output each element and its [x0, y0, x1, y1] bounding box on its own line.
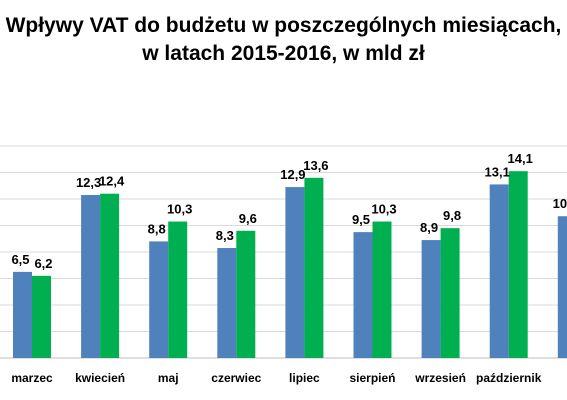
category-label-czerwiec: czerwiec — [211, 371, 261, 385]
bar-marzec-series-1 — [13, 271, 32, 358]
bar-lipiec-series-2 — [304, 177, 324, 358]
value-label-maj-series-1: 8,8 — [148, 221, 166, 236]
value-labels: 6,5 6,212,312,48,810,38,39,612,913,69,510… — [11, 151, 567, 271]
category-label-lipiec: lipiec — [289, 371, 320, 385]
bar-czerwiec-series-2 — [236, 230, 256, 358]
category-labels: marzec kwiecień maj czerwiec lipiec sierpień w… — [11, 371, 542, 385]
bar-marzec-series-2 — [32, 275, 51, 358]
value-label-marzec-series-1: 6,5 — [11, 252, 29, 267]
value-label-kwiecień-series-1: 12,3 — [76, 175, 101, 190]
chart-title: Wpływy VAT do budżetu w poszczególnych m… — [0, 12, 567, 68]
chart-title-line-1: Wpływy VAT do budżetu w poszczególnych m… — [5, 14, 562, 37]
chart-title-line-2: w latach 2015-2016, w mld zł — [142, 42, 425, 65]
bar-listopad-series-1 — [557, 216, 567, 358]
bar-maj-series-2 — [168, 221, 188, 358]
category-label-maj: maj — [158, 371, 179, 385]
bar-kwiecień-series-2 — [100, 193, 120, 358]
category-label-kwiecień: kwiecień — [75, 371, 125, 385]
value-label-maj-series-2: 10,3 — [167, 202, 192, 217]
bar-lipiec-series-1 — [285, 187, 305, 358]
value-label-lipiec-series-1: 12,9 — [280, 167, 305, 182]
bar-sierpień-series-1 — [353, 232, 373, 358]
bar-wrzesień-series-1 — [421, 240, 441, 358]
value-label-wrzesień-series-1: 8,9 — [420, 220, 438, 235]
value-label-listopad-series-1: 10,7 — [553, 196, 567, 211]
bar-sierpień-series-2 — [372, 221, 392, 358]
value-label-czerwiec-series-2: 9,6 — [239, 211, 257, 226]
value-label-kwiecień-series-2: 12,4 — [99, 174, 125, 189]
bar-maj-series-1 — [149, 241, 169, 358]
value-label-wrzesień-series-2: 9,8 — [443, 208, 461, 223]
value-label-lipiec-series-2: 13,6 — [303, 158, 328, 173]
category-label-wrzesień: wrzesień — [414, 371, 466, 385]
value-label-sierpień-series-2: 10,3 — [371, 202, 396, 217]
category-label-marzec: marzec — [11, 371, 53, 385]
bar-wrzesień-series-2 — [440, 228, 460, 358]
bars — [13, 171, 567, 358]
bar-czerwiec-series-1 — [217, 248, 237, 358]
value-label-sierpień-series-1: 9,5 — [352, 212, 370, 227]
value-label-październik-series-2: 14,1 — [508, 151, 533, 166]
value-label-marzec-series-2: 6,2 — [34, 256, 52, 271]
bar-kwiecień-series-1 — [81, 195, 101, 358]
category-label-październik: październik — [476, 371, 542, 385]
value-label-październik-series-1: 13,1 — [485, 164, 510, 179]
value-label-czerwiec-series-1: 8,3 — [216, 228, 234, 243]
bar-październik-series-1 — [489, 184, 509, 358]
bar-październik-series-2 — [508, 171, 528, 358]
category-label-sierpień: sierpień — [349, 371, 395, 385]
